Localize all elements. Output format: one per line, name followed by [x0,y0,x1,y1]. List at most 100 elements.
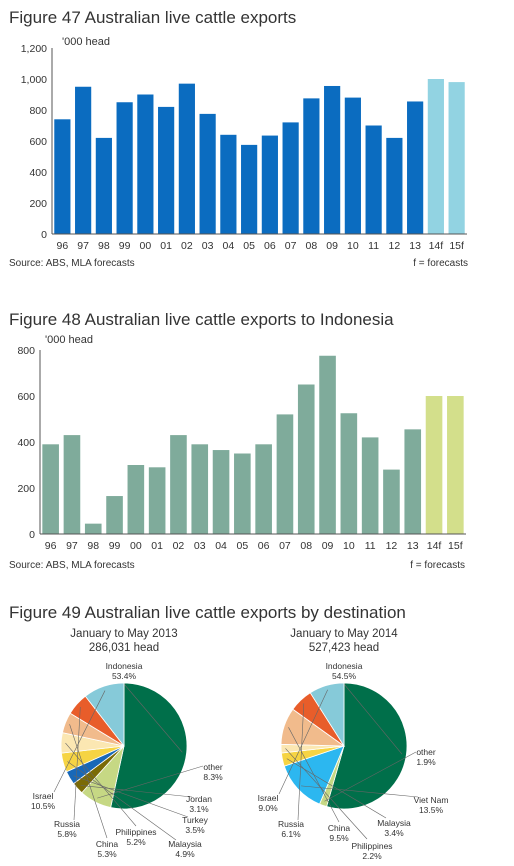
fig48-bar-10 [340,413,358,534]
fig48-bar-13 [404,429,422,534]
fig47-bar-07 [282,122,299,234]
fig47-xtick-label: 14f [429,240,444,252]
pie-2014-subtitle: 527,423 head [309,642,379,654]
fig47-xtick-label: 99 [119,240,131,252]
fig47-xtick-label: 98 [98,240,110,252]
fig48-bar-01 [148,467,166,534]
pie2013-label-philippines: Philippines [115,827,156,837]
fig47-xtick-label: 03 [202,240,214,252]
pie2013-leader-indonesia [123,683,183,753]
fig47-bar-96 [54,119,71,234]
pie2014-leader-philippines [285,748,368,840]
figure-47-note: f = forecasts [413,258,468,269]
pie2013-pct-israel: 10.5% [31,801,56,811]
pie2013-pct-philippines: 5.2% [126,837,146,847]
pie2014-label-indonesia: Indonesia [326,661,363,671]
fig48-bar-05 [234,453,251,534]
pie2014-pct-russia: 6.1% [281,829,301,839]
fig47-bar-99 [116,102,133,234]
pie2013-pct-china: 5.3% [97,849,117,859]
pie2013-pct-jordan: 3.1% [189,804,209,814]
fig47-xtick-label: 13 [409,240,421,252]
fig48-xtick-label: 04 [215,540,227,552]
figure-48-source: Source: ABS, MLA forecasts [9,560,135,571]
fig47-bar-12 [386,137,403,234]
fig48-xtick-label: 07 [279,540,291,552]
pie2014-pct-other: 1.9% [416,757,436,767]
fig47-xtick-label: 02 [181,240,193,252]
figure-48-ylabel: '000 head [45,334,93,346]
fig47-xtick-label: 07 [285,240,297,252]
pie2013-label-malaysia: Malaysia [168,839,202,849]
pie2013-pct-turkey: 3.5% [185,825,205,835]
pie-2013-subtitle: 286,031 head [89,642,159,654]
fig48-xtick-label: 99 [109,540,121,552]
pie2014-leader-indonesia [343,683,403,755]
fig48-bar-96 [42,444,59,534]
fig47-xtick-label: 00 [140,240,152,252]
pie2014-label-viet-nam: Viet Nam [414,795,449,805]
pie2013-leader-israel [53,690,106,793]
fig48-xtick-label: 11 [365,540,376,552]
figure-48-note: f = forecasts [410,560,465,571]
fig47-ytick-label: 0 [41,229,47,241]
fig47-bar-13 [407,101,424,234]
figure-47-title: Figure 47 Australian live cattle exports [9,8,296,27]
fig48-bar-99 [106,496,123,534]
pie2013-leader-russia [73,706,81,821]
pie2014-label-russia: Russia [278,819,304,829]
pie2014-pct-israel: 9.0% [258,803,278,813]
fig48-ytick-label: 600 [17,391,35,403]
pie2014-pct-viet-nam: 13.5% [419,805,444,815]
fig48-bar-00 [127,465,145,534]
fig48-bar-98 [84,523,102,534]
fig48-bar-12 [383,469,400,534]
fig47-ytick-label: 400 [29,167,47,179]
fig47-ytick-label: 600 [29,136,47,148]
fig48-xtick-label: 97 [66,540,78,552]
fig47-bar-08 [303,98,320,235]
pie2014-slice-israel [309,682,345,748]
fig48-xtick-label: 06 [258,540,270,552]
pie2013-leader-malaysia [67,761,177,841]
figure-47-source: Source: ABS, MLA forecasts [9,258,135,269]
pie2013-label-jordan: Jordan [186,794,212,804]
fig48-xtick-label: 13 [407,540,419,552]
fig47-ytick-label: 1,000 [21,74,47,86]
pie2013-label-china: China [96,839,118,849]
fig48-xtick-label: 96 [45,540,57,552]
fig47-xtick-label: 97 [77,240,89,252]
pie2013-leader-other [97,765,204,799]
fig48-xtick-label: 08 [300,540,312,552]
fig47-bar-00 [137,94,154,234]
fig47-bar-02 [178,83,195,235]
fig47-bar-11 [365,125,382,234]
fig47-bar-04 [220,134,237,234]
figure-48-title: Figure 48 Australian live cattle exports… [9,310,394,329]
fig47-xtick-label: 05 [243,240,255,252]
fig48-bar-06 [255,444,272,534]
fig48-ytick-label: 0 [29,529,35,541]
fig48-xtick-label: 98 [87,540,99,552]
fig47-bar-01 [158,106,175,234]
pie2013-leader-china [69,724,108,839]
pie2013-leader-jordan [80,785,193,798]
pie2014-leader-china [288,727,340,823]
pie2014-pct-philippines: 2.2% [362,851,382,861]
fig47-ytick-label: 800 [29,105,47,117]
pie2014-slice-indonesia [326,682,408,810]
pie2013-label-israel: Israel [33,791,54,801]
figure-47-ylabel: '000 head [62,36,110,48]
pie2013-leader-turkey [73,775,189,818]
pie2013-label-other: other [203,762,223,772]
fig47-xtick-label: 96 [57,240,69,252]
fig48-xtick-label: 03 [194,540,206,552]
pie2013-pct-russia: 5.8% [57,829,77,839]
fig48-xtick-label: 05 [237,540,249,552]
fig48-xtick-label: 10 [343,540,355,552]
fig47-bar-15f [448,82,465,234]
fig47-xtick-label: 08 [306,240,318,252]
pie2013-label-indonesia: Indonesia [106,661,143,671]
fig47-xtick-label: 12 [389,240,401,252]
